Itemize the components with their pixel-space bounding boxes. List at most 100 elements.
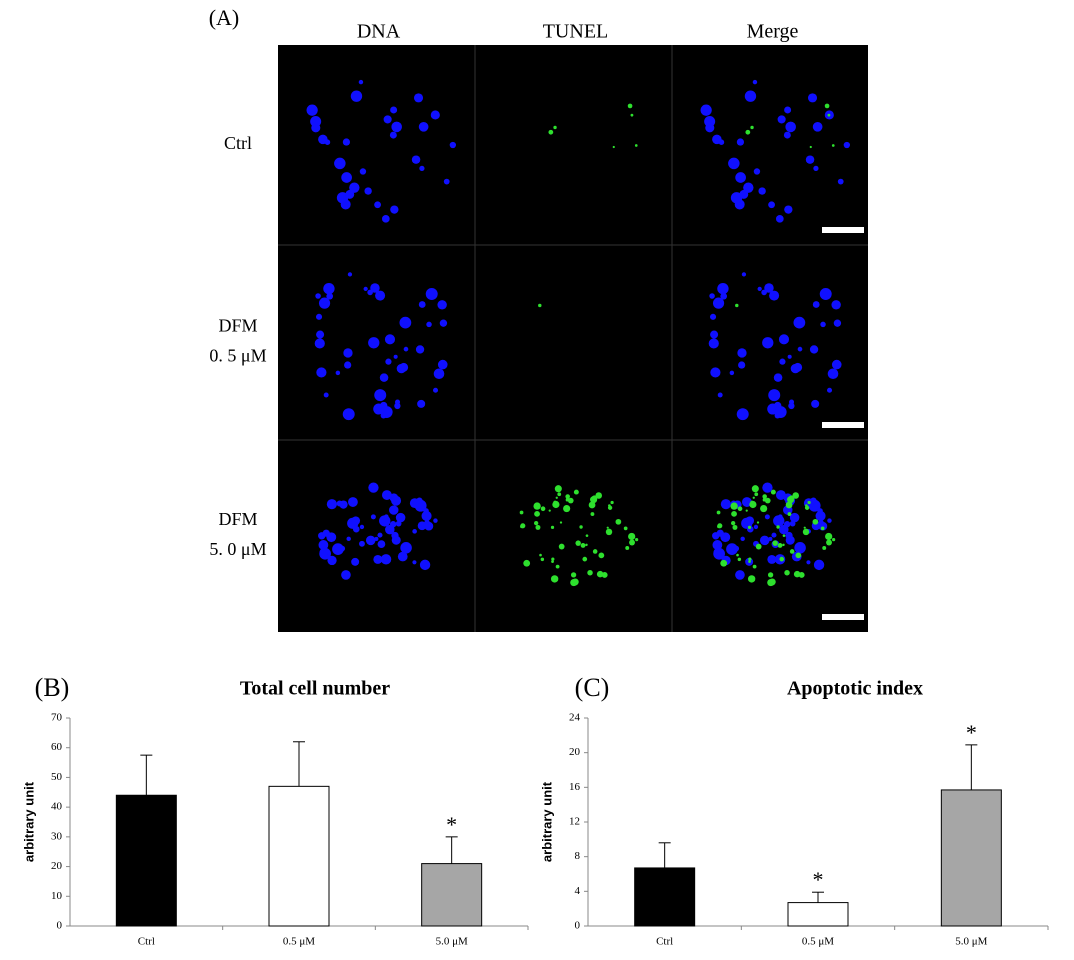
tunel-signal	[747, 525, 752, 530]
nucleus	[744, 90, 757, 102]
nucleus	[374, 389, 387, 402]
nucleus	[416, 497, 423, 504]
row-label: 0. 5 μM	[209, 346, 266, 366]
x-tick-label: 5.0 μM	[436, 936, 468, 948]
nucleus	[380, 406, 393, 418]
nucleus	[831, 300, 841, 310]
nucleus	[412, 529, 417, 534]
y-tick-label: 0	[575, 920, 581, 932]
nucleus	[341, 570, 351, 580]
nucleus	[716, 529, 724, 537]
nucleus	[318, 134, 328, 145]
tunel-signal	[550, 525, 555, 530]
tunel-signal	[748, 557, 752, 561]
nucleus	[733, 545, 740, 552]
nucleus	[339, 545, 346, 552]
nucleus	[713, 547, 723, 557]
micrographs	[278, 45, 868, 632]
x-tick-label: 0.5 μM	[802, 936, 834, 948]
nucleus	[757, 286, 762, 291]
nucleus	[837, 178, 844, 185]
nucleus	[815, 510, 826, 521]
nucleus	[383, 115, 392, 124]
nucleus	[323, 282, 335, 295]
nucleus	[381, 490, 392, 500]
tunel-signal	[760, 504, 768, 513]
nucleus	[319, 547, 329, 557]
nucleus	[399, 362, 409, 372]
nucleus	[400, 542, 412, 554]
nucleus	[419, 559, 431, 571]
tunel-signal	[550, 575, 559, 583]
tunel-signal	[558, 543, 565, 550]
tunel-signal	[588, 501, 596, 509]
nucleus	[411, 155, 421, 164]
y-tick-label: 20	[569, 746, 581, 758]
tunel-signal	[520, 525, 524, 529]
nucleus	[797, 346, 803, 352]
nucleus	[805, 155, 815, 164]
nucleus	[350, 90, 363, 102]
nucleus	[421, 510, 432, 521]
nucleus	[390, 205, 399, 214]
tunel-signal	[717, 525, 721, 529]
significance-mark: *	[813, 867, 824, 892]
tunel-signal	[747, 575, 756, 583]
nucleus	[709, 313, 717, 320]
nucleus	[726, 543, 738, 555]
tunel-signal	[737, 506, 743, 512]
nucleus	[769, 290, 780, 301]
nucleus	[812, 301, 820, 308]
nucleus	[367, 289, 373, 296]
y-tick-label: 60	[51, 741, 63, 753]
nucleus	[433, 368, 445, 380]
tunel-signal	[598, 552, 605, 559]
nucleus	[745, 516, 755, 525]
nucleus	[433, 387, 439, 393]
tunel-signal	[767, 578, 775, 587]
y-tick-label: 70	[51, 712, 63, 724]
nucleus	[720, 292, 728, 300]
tunel-signal	[555, 564, 560, 569]
tunel-signal	[565, 494, 570, 499]
tunel-signal	[570, 572, 577, 578]
y-tick-label: 16	[569, 781, 581, 793]
nucleus	[787, 354, 792, 359]
nucleus	[342, 138, 351, 146]
nucleus	[806, 560, 811, 565]
nucleus	[807, 93, 818, 103]
tunel-signal	[767, 572, 774, 578]
tunel-signal	[548, 129, 554, 135]
nucleus	[426, 321, 432, 328]
tunel-signal	[533, 502, 541, 510]
tunel-signal	[535, 524, 541, 530]
y-tick-label: 50	[51, 771, 63, 783]
nucleus	[812, 121, 823, 132]
nucleus	[306, 104, 318, 116]
nucleus	[425, 288, 438, 300]
tunel-signal	[540, 506, 546, 512]
nucleus	[818, 521, 828, 531]
nucleus	[391, 121, 402, 133]
nucleus	[334, 157, 346, 170]
tunel-signal	[570, 578, 578, 587]
nucleus	[418, 301, 426, 308]
tunel-signal	[731, 510, 737, 517]
tunel-signal	[627, 103, 633, 109]
nucleus	[762, 337, 774, 349]
nucleus	[430, 110, 440, 120]
tunel-signal	[736, 553, 739, 557]
nucleus	[736, 138, 745, 146]
tunel-signal	[567, 497, 574, 504]
nucleus	[384, 514, 389, 519]
tunel-signal	[585, 543, 588, 547]
tunel-signal	[523, 559, 531, 567]
nucleus	[827, 518, 832, 523]
tunel-signal	[534, 510, 540, 517]
tunel-signal	[770, 489, 776, 495]
nucleus	[764, 283, 774, 293]
nucleus	[764, 514, 770, 520]
tunel-signal	[539, 553, 542, 557]
x-tick-label: 5.0 μM	[955, 936, 987, 948]
